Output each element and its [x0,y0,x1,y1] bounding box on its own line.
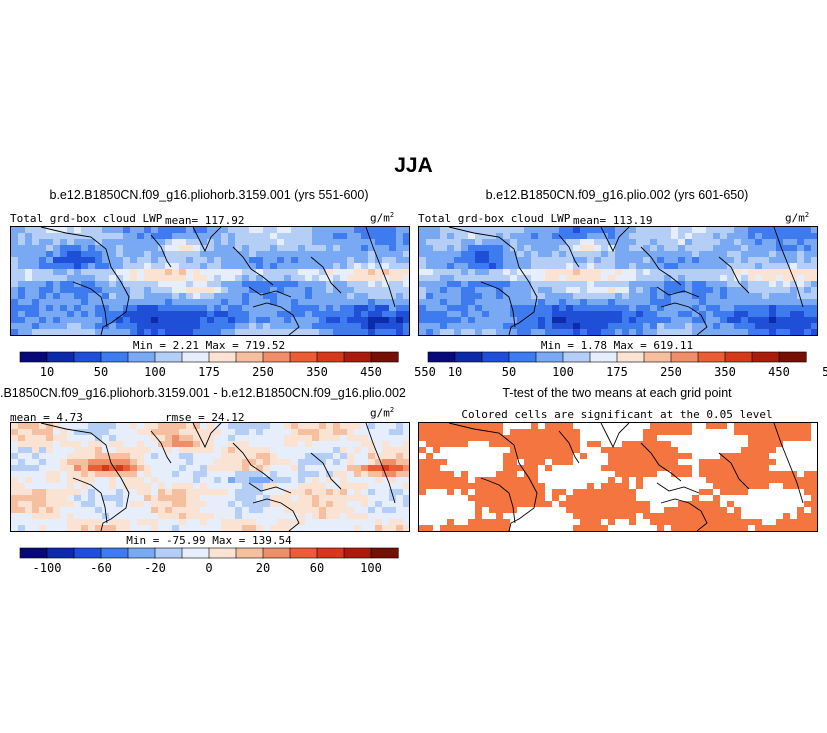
colorbar-swatch [724,351,753,363]
stats-label-case2: Min = 1.78 Max = 619.11 [540,339,694,352]
colorbar-swatch [46,547,75,559]
colorbar-tick-label: 50 [94,365,108,379]
units-label-diff: g/m2 [370,406,395,420]
colorbar-tick-label: 100 [144,365,166,379]
colorbar-swatch [751,351,780,363]
variable-label-case2: Total grd-box cloud LWP [418,212,571,225]
colorbar-swatch [235,547,264,559]
colorbar-swatch [127,351,156,363]
colorbar-swatch [19,547,48,559]
figure-title: JJA [394,154,433,177]
colorbar-tick-label: 450 [768,365,790,379]
colorbar-swatch [616,351,645,363]
colorbar-swatch [778,351,807,363]
colorbar-swatch [208,547,237,559]
coastlines [40,227,396,335]
colorbar-swatch [481,351,510,363]
colorbar-swatch [370,351,399,363]
colorbar-tick-label: -100 [33,561,62,575]
colorbar-tick-label: 20 [256,561,270,575]
colorbar-tick-label: 175 [198,365,220,379]
colorbar-swatch [697,351,726,363]
colorbar-tick-label: 0 [205,561,212,575]
colorbar-swatch [46,351,75,363]
colorbar-swatch [316,547,345,559]
map-ttest [418,422,818,532]
colorbar-tick-label: 450 [360,365,382,379]
panel-title-case2: b.e12.B1850CN.f09_g16.plio.002 (yrs 601-… [485,188,749,202]
colorbar-swatch [316,351,345,363]
map-case2 [418,226,818,336]
colorbar-swatch [427,351,456,363]
colorbar-tick-label: 550 [414,365,436,379]
colorbar-swatch [19,351,48,363]
colorbar-tick-label: 100 [552,365,574,379]
stats-label-diff: Min = -75.99 Max = 139.54 [126,534,292,547]
colorbar-tick-label: 10 [40,365,54,379]
map-diff [10,422,410,532]
colorbar-swatch [181,547,210,559]
panel-title-case1: b.e12.B1850CN.f09_g16.pliohorb.3159.001 … [49,188,369,202]
field-cells [419,227,817,335]
colorbar-swatch [235,351,264,363]
colorbar-swatch [370,547,399,559]
field-cells [11,423,409,531]
colorbar-tick-label: 10 [448,365,462,379]
colorbar-swatch [454,351,483,363]
colorbar-swatch [100,547,129,559]
colorbar-swatch [589,351,618,363]
colorbar-tick-label: 175 [606,365,628,379]
map-case1 [10,226,410,336]
colorbar-swatch [643,351,672,363]
colorbar-tick-label: 350 [306,365,328,379]
colorbar-swatch [670,351,699,363]
rmse-label-diff: rmse = 24.12 [165,411,245,424]
colorbar-tick-label: 250 [660,365,682,379]
colorbar-tick-label: 250 [252,365,274,379]
mean-label-case2: mean= 113.19 [573,214,653,227]
coastlines [448,423,804,531]
stats-label-case1: Min = 2.21 Max = 719.52 [132,339,286,352]
units-label-case2: g/m2 [785,211,810,225]
colorbar-tick-label: 350 [714,365,736,379]
colorbar-swatch [154,351,183,363]
colorbar-case2: 10 50 100 175 250 350 450 550 [427,351,827,382]
panel-title-diff: .B1850CN.f09_g16.pliohorb.3159.001 - b.e… [0,386,406,400]
units-label-case1: g/m2 [370,211,395,225]
field-cells [11,227,409,335]
colorbar-tick-label: 50 [502,365,516,379]
colorbar-swatch [73,351,102,363]
mean-label-diff: mean = 4.73 [10,411,83,424]
colorbar-case1: 10 50 100 175 250 350 450 550 [19,351,436,382]
coastlines [448,227,804,335]
colorbar-swatch [535,351,564,363]
colorbar-swatch [100,351,129,363]
colorbar-swatch [562,351,591,363]
colorbar-tick-label: -20 [144,561,166,575]
colorbar-diff: -100 -60 -20 0 20 60 100 [19,547,399,578]
colorbar-swatch [343,547,372,559]
variable-label-case1: Total grd-box cloud LWP [10,212,163,225]
colorbar-tick-label: -60 [90,561,112,575]
colorbar-swatch [127,547,156,559]
colorbar-tick-label: 60 [310,561,324,575]
colorbar-tick-label: 550 [822,365,827,379]
coastlines [40,423,396,531]
field-cells [419,423,817,531]
colorbar-tick-label: 100 [360,561,382,575]
colorbar-swatch [289,351,318,363]
mean-label-case1: mean= 117.92 [165,214,245,227]
panel-title-ttest: T-test of the two means at each grid poi… [502,386,732,400]
colorbar-swatch [208,351,237,363]
colorbar-swatch [262,547,291,559]
colorbar-swatch [154,547,183,559]
colorbar-swatch [181,351,210,363]
colorbar-swatch [289,547,318,559]
colorbar-swatch [262,351,291,363]
colorbar-swatch [343,351,372,363]
subtitle-ttest: Colored cells are significant at the 0.0… [461,408,773,421]
colorbar-swatch [508,351,537,363]
colorbar-swatch [73,547,102,559]
